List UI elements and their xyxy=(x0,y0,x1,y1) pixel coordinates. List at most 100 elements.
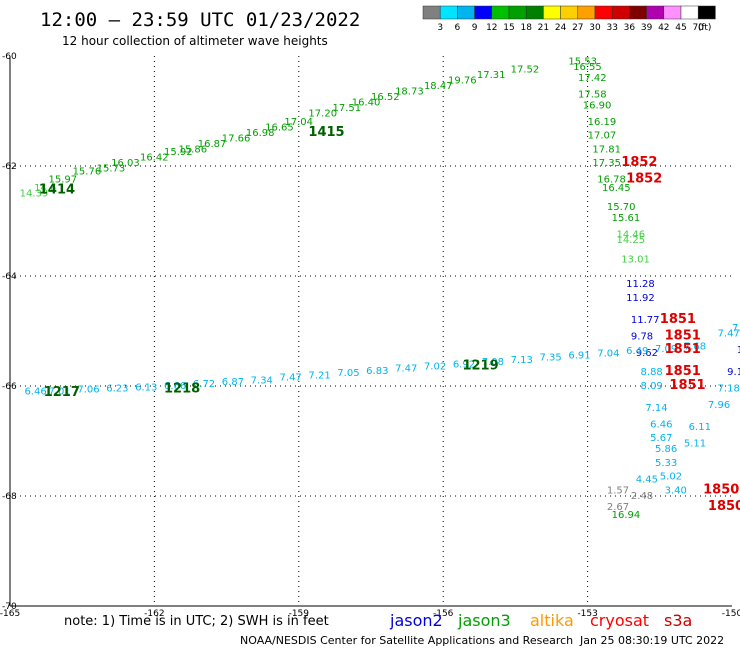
x-tick-label: -156 xyxy=(433,609,454,619)
wave-height-label: 18.73 xyxy=(395,87,424,98)
colorbar-tick: 27 xyxy=(572,23,583,33)
wave-height-label: 17.42 xyxy=(578,73,607,84)
wave-height-label: 11.92 xyxy=(626,293,655,304)
wave-height-label: 16.03 xyxy=(111,158,140,169)
colorbar-tick: 15 xyxy=(503,23,514,33)
wave-height-label: 17.20 xyxy=(308,109,337,120)
plot-frame xyxy=(9,56,732,607)
wave-height-label: 7.18 xyxy=(718,384,740,395)
wave-height-label: 18.47 xyxy=(424,81,453,92)
wave-height-label: 9.78 xyxy=(631,331,653,342)
pass-time-label: 1217 xyxy=(44,385,80,400)
pass-time-label: 1218 xyxy=(164,382,200,397)
wave-height-label: 16.65 xyxy=(265,122,294,133)
x-tick-label: -159 xyxy=(289,609,310,619)
wave-height-label: 17.35 xyxy=(592,158,621,169)
wave-height-label: 8.88 xyxy=(641,367,663,378)
satellite-legend-item: jason2 xyxy=(389,611,443,630)
wave-height-label: 15.76 xyxy=(73,166,102,177)
pass-time-label: 1414 xyxy=(39,183,75,198)
colorbar-swatch xyxy=(508,5,527,20)
wave-height-label: 2.48 xyxy=(631,491,653,502)
colorbar-swatch xyxy=(525,5,544,20)
colorbar-swatch xyxy=(560,5,579,20)
colorbar-swatch xyxy=(543,5,561,20)
wave-height-label: 16.78 xyxy=(597,175,626,186)
colorbar-unit: (ft) xyxy=(698,23,712,33)
wave-height-label: 10.64 xyxy=(737,345,740,356)
colorbar-tick: 24 xyxy=(555,23,567,33)
colorbar-tick: 9 xyxy=(472,23,478,33)
satellite-legend-item: s3a xyxy=(664,611,692,630)
x-tick-label: -150 xyxy=(722,609,740,619)
satellite-legend: jason2 jason3 altika cryosat s3a xyxy=(389,611,692,630)
colorbar-swatch xyxy=(491,5,510,20)
colorbar-tick: 6 xyxy=(455,23,461,33)
colorbar-tick: 30 xyxy=(589,23,601,33)
x-tick-label: -162 xyxy=(144,609,164,619)
wave-height-label: 5.86 xyxy=(655,444,677,455)
wave-height-label: 7.05 xyxy=(337,368,359,379)
wave-height-label: 6.72 xyxy=(193,379,215,390)
grid-lines xyxy=(10,56,732,606)
colorbar-swatch xyxy=(474,5,493,20)
wave-height-label: 14.39 xyxy=(20,188,49,199)
wave-height-label: 17.31 xyxy=(477,70,506,81)
wave-height-label: 16.42 xyxy=(140,153,169,164)
wave-height-label: 5.67 xyxy=(650,433,672,444)
y-tick-label: -66 xyxy=(2,382,17,392)
wave-height-label: 6.13 xyxy=(135,382,157,393)
pass-time-label: 1852 xyxy=(621,155,657,170)
footer-timestamp: Jan 25 08:30:19 UTC 2022 xyxy=(579,634,724,647)
wave-height-label: 7.13 xyxy=(511,355,533,366)
wave-height-label: 7.34 xyxy=(251,375,273,386)
pass-time-label: 1851 xyxy=(665,364,701,379)
wave-height-label: 15.97 xyxy=(49,175,78,186)
colorbar-tick: 36 xyxy=(624,23,636,33)
wave-height-label: 16.55 xyxy=(573,62,602,73)
wave-height-label: 16.90 xyxy=(583,100,612,111)
wave-height-label: 9.62 xyxy=(636,348,658,359)
wave-height-label: 17.51 xyxy=(332,103,361,114)
wave-height-label: 6.46 xyxy=(650,419,672,430)
colorbar-tick: 45 xyxy=(675,23,686,33)
y-tick-label: -68 xyxy=(2,492,17,502)
colorbar-swatch xyxy=(646,5,665,20)
wave-height-label: 8.09 xyxy=(641,381,663,392)
axis-tick-labels: -165 -162 -159 -156 -153 -150 -60 -62 -64 -66 -68 -… xyxy=(0,52,740,619)
colorbar-tick: 70 xyxy=(692,23,704,33)
colorbar-swatch xyxy=(594,5,613,20)
wave-height-label: 6.46 xyxy=(24,386,46,397)
wave-height-label: 15.73 xyxy=(97,164,126,175)
pass-time-label: 1850 xyxy=(703,482,739,497)
wave-height-label: 7.06 xyxy=(77,385,99,396)
wave-height-label: 15.53 xyxy=(568,56,597,67)
wave-height-label: 14.6 xyxy=(34,183,56,194)
wave-height-label: 7.02 xyxy=(424,362,446,373)
wave-height-label: 15.86 xyxy=(178,144,207,155)
colorbar-tick: 21 xyxy=(538,23,549,33)
wave-height-label: 7.09 xyxy=(655,344,677,355)
colorbar-swatch xyxy=(439,5,458,20)
wave-height-label: 16.19 xyxy=(588,117,617,128)
colorbar-swatch xyxy=(629,5,647,20)
pass-time-label: 1850 xyxy=(708,499,740,514)
colorbar-tick: 33 xyxy=(606,23,617,33)
wave-height-label: 6.11 xyxy=(689,422,711,433)
wave-height-label: 7.68 xyxy=(684,342,706,353)
wave-height-label: 17.58 xyxy=(578,89,607,100)
colorbar-swatch xyxy=(663,5,682,20)
wave-height-label: 7.01 xyxy=(49,386,71,397)
wave-height-label: 11.77 xyxy=(631,315,660,326)
wave-height-label: 2.67 xyxy=(607,502,629,513)
footer: note: 1) Time is in UTC; 2) SWH is in fe… xyxy=(64,611,724,647)
wave-height-label: 7.47 xyxy=(718,329,740,340)
colorbar-tick: 39 xyxy=(641,23,653,33)
wave-height-label: 6.91 xyxy=(568,351,590,362)
wave-height-label: 9.18 xyxy=(727,367,740,378)
wave-height-label: 13.01 xyxy=(621,254,650,265)
colorbar-swatch xyxy=(680,5,699,20)
wave-height-label: 5.11 xyxy=(684,439,706,450)
